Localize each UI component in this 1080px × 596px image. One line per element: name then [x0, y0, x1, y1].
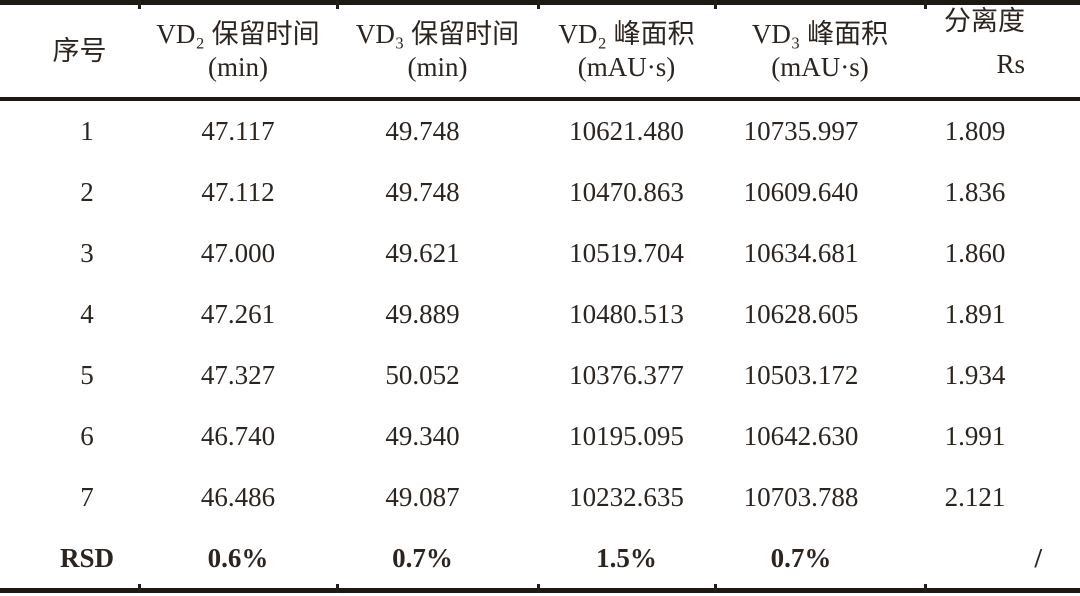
- table-row: 4 47.261 49.889 10480.513 10628.605 1.89…: [0, 284, 1080, 345]
- table-row: 5 47.327 50.052 10376.377 10503.172 1.93…: [0, 345, 1080, 406]
- column-divider-tick: [924, 584, 927, 593]
- table-row: 1 47.117 49.748 10621.480 10735.997 1.80…: [0, 99, 1080, 162]
- cell-vd3-peak-area: 10634.681: [743, 238, 859, 268]
- col-header-resolution: 分离度 Rs: [925, 2, 1080, 101]
- table-row: 2 47.112 49.748 10470.863 10609.640 1.83…: [0, 162, 1080, 223]
- col-header-vd3-peak-area-title: VD₃ 峰面积: [751, 19, 889, 49]
- cell-vd2-peak-area: 10376.377: [569, 360, 684, 390]
- cell-vd3-peak-area: 10609.640: [743, 177, 859, 207]
- cell-vd3-peak-area: 10703.788: [743, 482, 859, 512]
- column-divider-tick: [336, 584, 339, 593]
- col-header-vd2-retention-unit: (min): [208, 52, 268, 82]
- cell-vd3-retention: 49.621: [385, 238, 460, 268]
- cell-vd2-retention: 47.112: [201, 177, 275, 207]
- cell-summary-vd2-retention-rsd: 0.6%: [139, 528, 337, 593]
- cell-vd2-retention: 47.261: [200, 299, 276, 329]
- cell-serial: 5: [80, 360, 94, 390]
- cell-resolution: 1.934: [944, 360, 1006, 390]
- cell-vd3-peak-area: 10503.172: [743, 360, 859, 390]
- cell-serial: 3: [80, 238, 94, 268]
- cell-vd3-peak-area: 10735.997: [743, 116, 859, 146]
- cell-serial: 4: [80, 299, 94, 329]
- col-header-serial-label: 序号: [52, 35, 107, 66]
- cell-resolution: 1.860: [944, 238, 1006, 268]
- cell-vd2-peak-area: 10519.704: [569, 238, 684, 268]
- cell-resolution: 1.836: [944, 177, 1006, 207]
- cell-summary-resolution-rsd: /: [925, 528, 1080, 593]
- cell-vd2-retention: 47.117: [201, 116, 275, 146]
- cell-serial: 2: [80, 177, 94, 207]
- cell-vd3-retention: 49.748: [385, 177, 460, 207]
- cell-vd2-retention: 46.740: [200, 421, 276, 451]
- cell-summary-vd2-peak-area-rsd: 1.5%: [538, 528, 715, 593]
- col-header-vd3-retention-unit: (min): [407, 52, 468, 82]
- cell-resolution: 2.121: [944, 482, 1006, 512]
- cell-summary-vd3-retention-rsd: 0.7%: [337, 528, 538, 593]
- column-divider-tick: [537, 0, 540, 9]
- column-divider-tick: [714, 584, 717, 593]
- cell-vd3-peak-area: 10642.630: [743, 421, 859, 451]
- cell-vd3-retention: 49.340: [385, 421, 460, 451]
- table-row: 3 47.000 49.621 10519.704 10634.681 1.86…: [0, 223, 1080, 284]
- cell-vd2-retention: 47.000: [200, 238, 276, 268]
- cell-serial: 6: [80, 421, 94, 451]
- cell-resolution: 1.891: [944, 299, 1006, 329]
- cell-vd3-retention: 49.889: [385, 299, 460, 329]
- col-header-vd2-peak-area-unit: (mAU·s): [577, 52, 676, 82]
- column-divider-tick: [138, 584, 141, 593]
- column-divider-tick: [138, 0, 141, 9]
- cell-vd2-peak-area: 10232.635: [569, 482, 684, 512]
- cell-vd3-retention: 49.087: [385, 482, 460, 512]
- column-divider-tick: [924, 0, 927, 9]
- cell-summary-label: RSD: [0, 528, 139, 593]
- column-divider-tick: [714, 0, 717, 9]
- cell-summary-vd3-peak-area-rsd: 0.7%: [715, 528, 925, 593]
- cell-serial: 1: [80, 116, 94, 146]
- cell-vd2-peak-area: 10195.095: [569, 421, 684, 451]
- col-header-vd2-retention: VD₂ 保留时间 (min): [139, 2, 337, 101]
- col-header-vd2-peak-area-title: VD₂ 峰面积: [558, 19, 695, 49]
- cell-vd3-peak-area: 10628.605: [743, 299, 859, 329]
- col-header-vd2-peak-area: VD₂ 峰面积 (mAU·s): [538, 2, 715, 101]
- cell-vd2-retention: 46.486: [200, 482, 276, 512]
- summary-row: RSD 0.6% 0.7% 1.5% 0.7% /: [0, 528, 1080, 593]
- col-header-vd3-retention: VD₃ 保留时间 (min): [337, 2, 538, 101]
- cell-resolution: 1.809: [944, 116, 1006, 146]
- cell-vd2-peak-area: 10621.480: [569, 116, 684, 146]
- col-header-vd2-retention-title: VD₂ 保留时间: [156, 19, 320, 49]
- col-header-serial: 序号: [0, 2, 139, 101]
- cell-vd3-retention: 50.052: [385, 360, 460, 390]
- column-divider-tick: [336, 0, 339, 9]
- cell-resolution: 1.991: [944, 421, 1006, 451]
- col-header-resolution-symbol: Rs: [996, 49, 1025, 79]
- cell-vd3-retention: 49.748: [385, 116, 460, 146]
- cell-vd2-retention: 47.327: [200, 360, 276, 390]
- cell-vd2-peak-area: 10480.513: [569, 299, 684, 329]
- cell-serial: 7: [80, 482, 94, 512]
- header-row: 序号 VD₂ 保留时间 (min) VD₃ 保留时间 (min) VD₂ 峰面积…: [0, 2, 1080, 101]
- column-divider-tick: [537, 584, 540, 593]
- table-row: 6 46.740 49.340 10195.095 10642.630 1.99…: [0, 406, 1080, 467]
- cell-vd2-peak-area: 10470.863: [569, 177, 684, 207]
- table-row: 7 46.486 49.087 10232.635 10703.788 2.12…: [0, 467, 1080, 528]
- col-header-vd3-peak-area: VD₃ 峰面积 (mAU·s): [715, 2, 925, 101]
- col-header-vd3-retention-title: VD₃ 保留时间: [355, 19, 520, 49]
- col-header-resolution-title: 分离度: [944, 6, 1025, 36]
- col-header-vd3-peak-area-unit: (mAU·s): [771, 52, 869, 82]
